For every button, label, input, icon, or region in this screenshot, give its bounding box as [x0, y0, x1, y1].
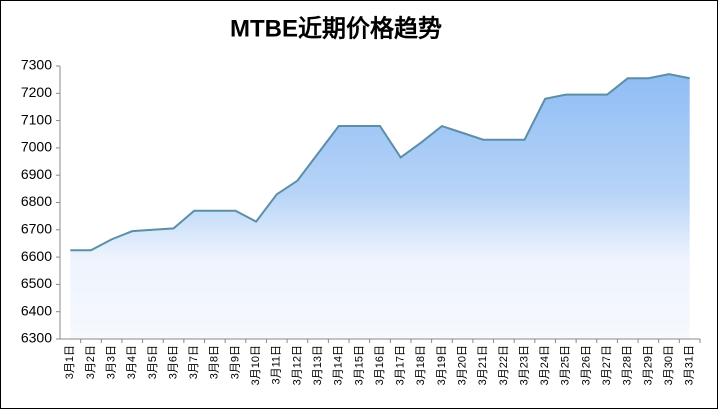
x-tick-label: 3月5日 — [147, 345, 159, 379]
y-tick-label: 6400 — [21, 302, 52, 318]
x-tick-label: 3月27日 — [601, 345, 613, 385]
x-tick-label: 3月13日 — [312, 345, 324, 385]
x-tick-label: 3月11日 — [271, 345, 283, 385]
y-tick-label: 6600 — [21, 248, 52, 264]
x-tick-label: 3月20日 — [456, 345, 468, 385]
x-tick-label: 3月31日 — [684, 345, 696, 385]
y-tick-label: 6500 — [21, 275, 52, 291]
x-tick-label: 3月7日 — [188, 345, 200, 379]
x-tick-label: 3月2日 — [85, 345, 97, 379]
y-tick-label: 7200 — [21, 84, 52, 100]
x-tick-label: 3月3日 — [106, 345, 118, 379]
x-tick-label: 3月8日 — [209, 345, 221, 379]
y-tick-label: 6800 — [21, 193, 52, 209]
y-tick-label: 6700 — [21, 221, 52, 237]
x-tick-label: 3月29日 — [642, 345, 654, 385]
x-tick-label: 3月10日 — [250, 345, 262, 385]
x-tick-label: 3月12日 — [291, 345, 303, 385]
y-tick-label: 7300 — [21, 57, 52, 73]
x-tick-label: 3月28日 — [622, 345, 634, 385]
x-tick-label: 3月14日 — [333, 345, 345, 385]
x-tick-label: 3月25日 — [560, 345, 572, 385]
x-tick-label: 3月23日 — [518, 345, 530, 385]
x-tick-label: 3月6日 — [167, 345, 179, 379]
x-tick-label: 3月19日 — [436, 345, 448, 385]
x-tick-label: 3月24日 — [539, 345, 551, 385]
x-tick-label: 3月15日 — [353, 345, 365, 385]
x-tick-label: 3月1日 — [64, 345, 76, 379]
x-tick-label: 3月18日 — [415, 345, 427, 385]
y-tick-label: 6900 — [21, 166, 52, 182]
x-tick-label: 3月4日 — [126, 345, 138, 379]
x-tick-label: 3月9日 — [229, 345, 241, 379]
x-tick-label: 3月22日 — [498, 345, 510, 385]
y-tick-label: 6300 — [21, 330, 52, 346]
x-tick-label: 3月16日 — [374, 345, 386, 385]
y-tick-label: 7000 — [21, 139, 52, 155]
chart-title: MTBE近期价格趋势 — [230, 15, 442, 42]
area-fill — [70, 74, 690, 339]
x-tick-label: 3月17日 — [395, 345, 407, 385]
x-tick-label: 3月26日 — [580, 345, 592, 385]
area-line — [70, 73, 690, 252]
x-tick-label: 3月30日 — [663, 345, 675, 385]
y-tick-label: 7100 — [21, 111, 52, 127]
x-tick-label: 3月21日 — [477, 345, 489, 385]
